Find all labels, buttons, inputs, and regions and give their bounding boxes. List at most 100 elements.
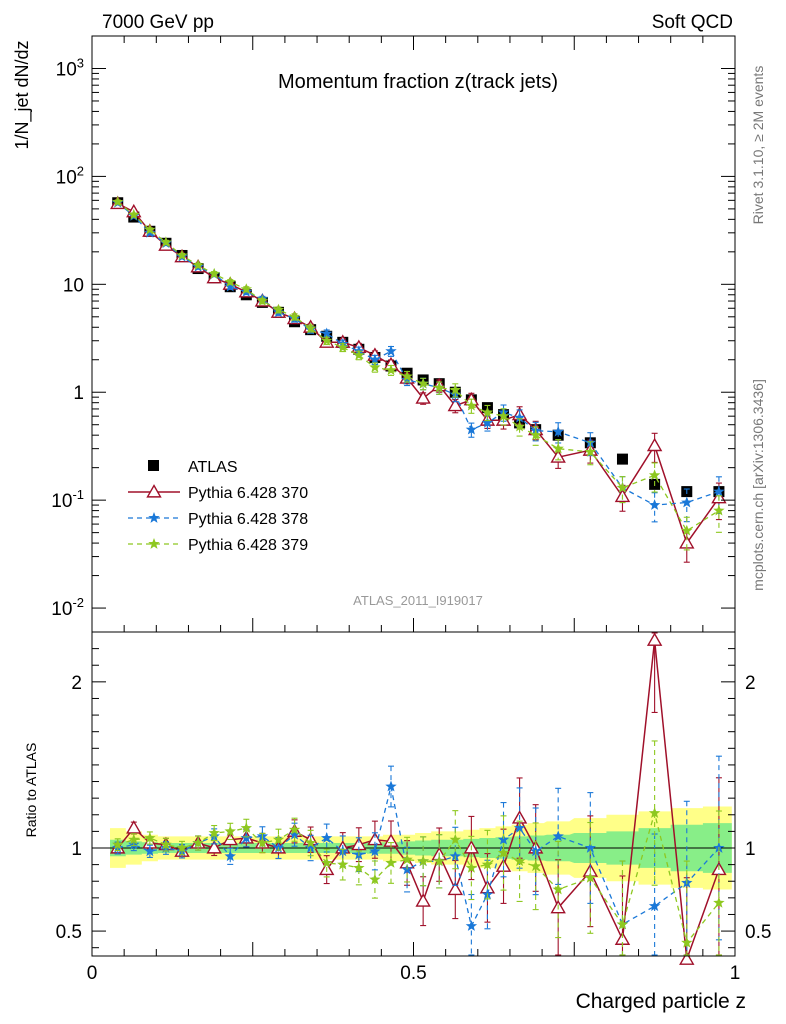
p378-point xyxy=(465,423,478,435)
p379-ratio-point xyxy=(208,827,220,838)
p379-ratio-point xyxy=(272,833,285,845)
p378-point xyxy=(681,496,693,508)
p378-ratio-point xyxy=(648,900,661,911)
p379-ratio-point xyxy=(321,857,333,868)
x-tick-label: 1 xyxy=(730,963,741,984)
p378-ratio-point xyxy=(288,828,301,840)
legend-entry: Pythia 6.428 379 xyxy=(128,537,308,554)
p378-point xyxy=(224,280,236,292)
p379-point xyxy=(497,410,510,421)
ratio-y-tick-label-right: 2 xyxy=(745,673,756,694)
y-axis-label: 1/N_jet dN/dz xyxy=(12,40,33,149)
legend-entry: Pythia 6.428 370 xyxy=(128,484,308,502)
p379-point xyxy=(481,406,494,418)
p379-point xyxy=(176,249,188,261)
p379-ratio-point xyxy=(497,847,510,858)
p379-ratio-point xyxy=(160,838,172,850)
p378-ratio-point xyxy=(385,780,397,792)
p370-ratio-point xyxy=(447,881,464,896)
legend-star-marker xyxy=(148,538,160,549)
p379-point xyxy=(616,481,629,493)
p378-point xyxy=(713,485,725,497)
p370-ratio-point xyxy=(206,840,222,854)
p379-ratio-point xyxy=(337,858,349,870)
p378-point xyxy=(648,499,661,510)
ratio-y-tick-label-right: 0.5 xyxy=(745,922,771,943)
x-tick-label: 0.5 xyxy=(400,963,426,984)
p370-point xyxy=(550,449,566,463)
p379-point xyxy=(128,208,140,220)
p379-ratio-point xyxy=(256,837,269,848)
atlas-point xyxy=(616,453,628,465)
p379-point xyxy=(648,469,661,481)
main-line xyxy=(117,201,720,532)
y-tick-label: 102 xyxy=(56,163,84,188)
p379-point xyxy=(530,429,542,440)
p378-ratio-point xyxy=(552,830,564,842)
legend-triangle-marker xyxy=(146,484,162,498)
p379-point xyxy=(160,236,172,248)
p378-ratio-point xyxy=(497,833,510,845)
p379-ratio-point xyxy=(385,857,397,868)
p379-point xyxy=(240,283,252,295)
p379-ratio-point xyxy=(304,837,317,848)
p378-point xyxy=(321,327,333,339)
data-marks xyxy=(110,195,727,965)
p379-point xyxy=(713,504,725,516)
ratio-line xyxy=(117,640,720,960)
p378-ratio-point xyxy=(369,845,381,857)
p379-point xyxy=(681,524,693,536)
p370-point xyxy=(646,437,663,452)
ratio-y-tick-label: 0.5 xyxy=(56,922,82,943)
p379-ratio-point xyxy=(401,853,413,865)
main-series-3 xyxy=(112,195,725,551)
p379-ratio-point xyxy=(192,837,204,848)
legend-label: Pythia 6.428 378 xyxy=(188,511,308,528)
p379-ratio-point xyxy=(513,855,526,867)
p378-ratio-point xyxy=(240,832,252,843)
p379-ratio-point xyxy=(353,861,365,873)
p379-point xyxy=(144,223,156,235)
legend-label: Pythia 6.428 379 xyxy=(188,537,308,554)
y-tick-label: 10-1 xyxy=(51,487,84,512)
p379-ratio-point xyxy=(713,896,725,908)
p379-ratio-point xyxy=(224,825,236,837)
legend: ATLAS Pythia 6.428 370 Pythia 6.428 378 Pyt… xyxy=(128,459,308,554)
ratio-line xyxy=(117,786,720,928)
ratio-series-0 xyxy=(110,632,727,965)
p379-ratio-point xyxy=(465,861,478,873)
legend-entry: Pythia 6.428 378 xyxy=(128,511,308,528)
p379-point xyxy=(256,295,269,306)
p378-point xyxy=(401,373,413,385)
x-tick-label: 0 xyxy=(87,963,98,984)
mcplots-label: mcplots.cern.ch [arXiv:1306.3436] xyxy=(750,379,766,591)
p379-ratio-point xyxy=(176,842,188,853)
p378-ratio-point xyxy=(513,822,526,833)
p379-point xyxy=(337,341,349,353)
p378-point xyxy=(385,345,397,357)
p379-point xyxy=(353,349,365,361)
ratio-y-axis-label: Ratio to ATLAS xyxy=(23,743,39,838)
p379-point xyxy=(385,364,397,376)
p378-ratio-point xyxy=(112,842,124,853)
p379-point xyxy=(192,259,204,271)
p370-point xyxy=(447,397,464,412)
p379-point xyxy=(369,361,381,373)
p379-ratio-point xyxy=(240,822,252,833)
p379-point xyxy=(513,420,526,432)
p378-ratio-point xyxy=(144,845,156,857)
p378-ratio-point xyxy=(321,832,333,843)
ratio-series-2 xyxy=(112,740,725,956)
analysis-label: ATLAS_2011_I919017 xyxy=(353,593,483,608)
p379-point xyxy=(288,310,301,322)
legend-entry: ATLAS xyxy=(148,459,238,476)
header-right: Soft QCD xyxy=(652,12,733,33)
p379-ratio-point xyxy=(128,833,140,845)
p378-ratio-point xyxy=(584,842,596,853)
y-tick-label: 10 xyxy=(63,275,84,296)
p379-ratio-point xyxy=(449,833,461,845)
p379-ratio-point xyxy=(144,832,156,843)
p378-point xyxy=(552,425,564,437)
p378-point xyxy=(513,411,526,423)
